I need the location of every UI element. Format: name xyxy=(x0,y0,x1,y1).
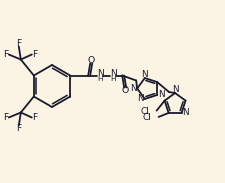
Text: H: H xyxy=(110,76,116,82)
Text: N: N xyxy=(142,70,148,79)
Text: N: N xyxy=(182,109,189,117)
Text: H: H xyxy=(97,76,103,82)
Text: Cl: Cl xyxy=(141,107,150,116)
Text: F: F xyxy=(16,124,21,133)
Text: N: N xyxy=(137,94,144,103)
Text: N: N xyxy=(110,70,117,79)
Text: O: O xyxy=(88,56,95,65)
Text: F: F xyxy=(16,39,21,48)
Text: N: N xyxy=(97,70,104,79)
Text: F: F xyxy=(32,113,37,122)
Text: N: N xyxy=(172,85,178,94)
Text: N: N xyxy=(130,84,137,93)
Text: F: F xyxy=(3,113,8,122)
Text: F: F xyxy=(32,50,37,59)
Text: F: F xyxy=(3,50,8,59)
Text: Cl: Cl xyxy=(143,113,152,122)
Text: O: O xyxy=(122,86,129,95)
Text: N: N xyxy=(158,90,164,100)
